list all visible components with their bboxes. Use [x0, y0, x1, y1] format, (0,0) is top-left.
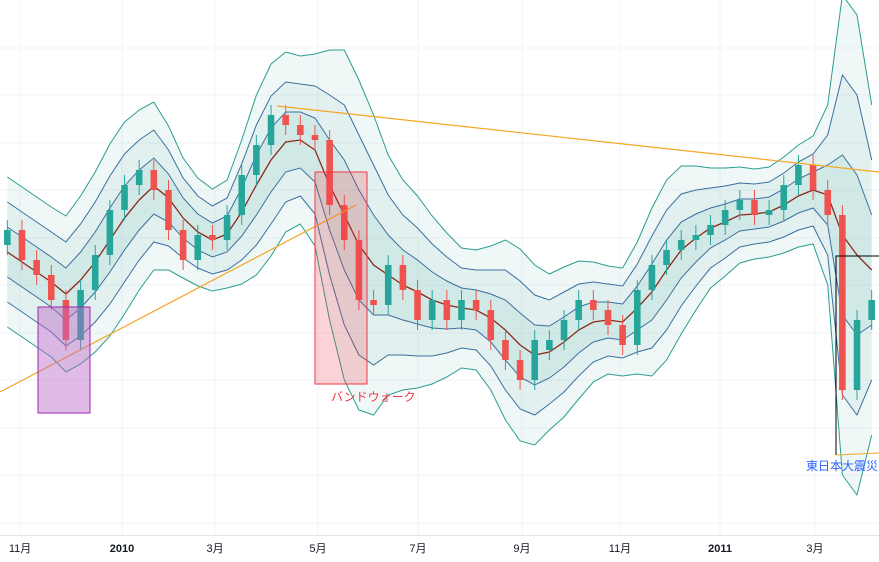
- candle-body: [91, 255, 99, 290]
- candle-body: [648, 265, 656, 290]
- candle-body: [150, 170, 158, 190]
- candle-body: [692, 235, 700, 240]
- x-tick-label: 2011: [708, 543, 732, 555]
- candle-body: [121, 185, 128, 210]
- candle-body: [458, 300, 465, 320]
- candle-body: [209, 235, 216, 240]
- x-tick-label: 7月: [409, 543, 426, 555]
- candle-body: [414, 290, 421, 320]
- drawings: バンドウォーク 東日本大震災: [0, 105, 879, 473]
- band-fill: [7, 75, 872, 415]
- candle-body: [604, 310, 612, 325]
- band-line: [7, 111, 873, 327]
- highlight-box: [37, 306, 91, 414]
- candles: [4, 105, 875, 400]
- candle-body: [472, 300, 480, 310]
- band-line: [7, 73, 873, 301]
- candle-body: [253, 145, 260, 175]
- candle-body: [839, 215, 846, 390]
- candle-body: [560, 320, 568, 340]
- annotation: 東日本大震災: [806, 459, 878, 473]
- marker-line: [835, 255, 879, 455]
- x-tick-label: 11月: [609, 543, 631, 555]
- candle-body: [707, 225, 714, 235]
- candle-body: [311, 135, 319, 140]
- candle-body: [135, 170, 143, 185]
- x-axis-labels: 11月 2010 3月 5月 7月 9月 11月 2011 3月: [9, 543, 824, 555]
- candle-body: [399, 265, 407, 290]
- candle-body: [223, 215, 231, 240]
- candle-body: [677, 240, 685, 250]
- candle-body: [194, 235, 202, 260]
- candle-body: [62, 300, 70, 340]
- candle-body: [502, 340, 509, 360]
- candle-body: [340, 205, 348, 240]
- x-tick-label: 3月: [806, 543, 823, 555]
- candle-body: [736, 200, 744, 210]
- marker-line: [835, 452, 879, 456]
- x-tick-label: 2010: [110, 543, 134, 555]
- candle-body: [77, 290, 84, 340]
- bollinger-bands: [6, 0, 873, 497]
- horizontal-grid: [0, 47, 879, 524]
- x-tick-label: 9月: [513, 543, 530, 555]
- candle-body: [809, 165, 817, 190]
- candle-body: [853, 320, 861, 390]
- candle-body: [4, 230, 11, 245]
- candle-body: [575, 300, 582, 320]
- candle-body: [633, 290, 641, 345]
- band-line: [7, 0, 873, 275]
- candle-body: [18, 230, 26, 260]
- candle-body: [267, 115, 275, 145]
- band-line: [7, 167, 872, 386]
- annotation: バンドウォーク: [331, 390, 416, 404]
- candle-body: [795, 165, 802, 185]
- candle-body: [428, 300, 436, 320]
- trend-line: [276, 105, 879, 173]
- candle-body: [721, 210, 729, 225]
- band-fill: [7, 112, 872, 385]
- candle-body: [165, 190, 172, 230]
- candle-body: [33, 260, 40, 275]
- band-line: [7, 195, 873, 417]
- candle-body: [619, 325, 626, 345]
- candle-body: [297, 125, 304, 135]
- candle-body: [384, 265, 392, 305]
- candle-body: [443, 300, 451, 320]
- candle-body: [824, 190, 832, 215]
- candle-body: [355, 240, 363, 300]
- candle-body: [663, 250, 670, 265]
- candle-body: [590, 300, 597, 310]
- candle-body: [765, 210, 773, 215]
- band-line: [7, 223, 873, 497]
- candle-body: [487, 310, 495, 340]
- trend-line: [0, 204, 357, 393]
- x-tick-label: 5月: [309, 543, 326, 555]
- x-tick-label: 3月: [206, 543, 223, 555]
- highlight-box: [314, 171, 368, 385]
- candle-body: [780, 185, 788, 210]
- candle-body: [106, 210, 114, 255]
- candle-body: [282, 115, 289, 125]
- candle-body: [47, 275, 55, 300]
- candle-body: [516, 360, 524, 380]
- candle-body: [238, 175, 246, 215]
- candle-body: [370, 300, 377, 305]
- x-tick-label: 11月: [9, 543, 31, 555]
- candle-body: [546, 340, 553, 350]
- candle-body: [751, 200, 758, 215]
- candle-body: [868, 300, 875, 320]
- candle-body: [531, 340, 539, 380]
- candle-body: [179, 230, 187, 260]
